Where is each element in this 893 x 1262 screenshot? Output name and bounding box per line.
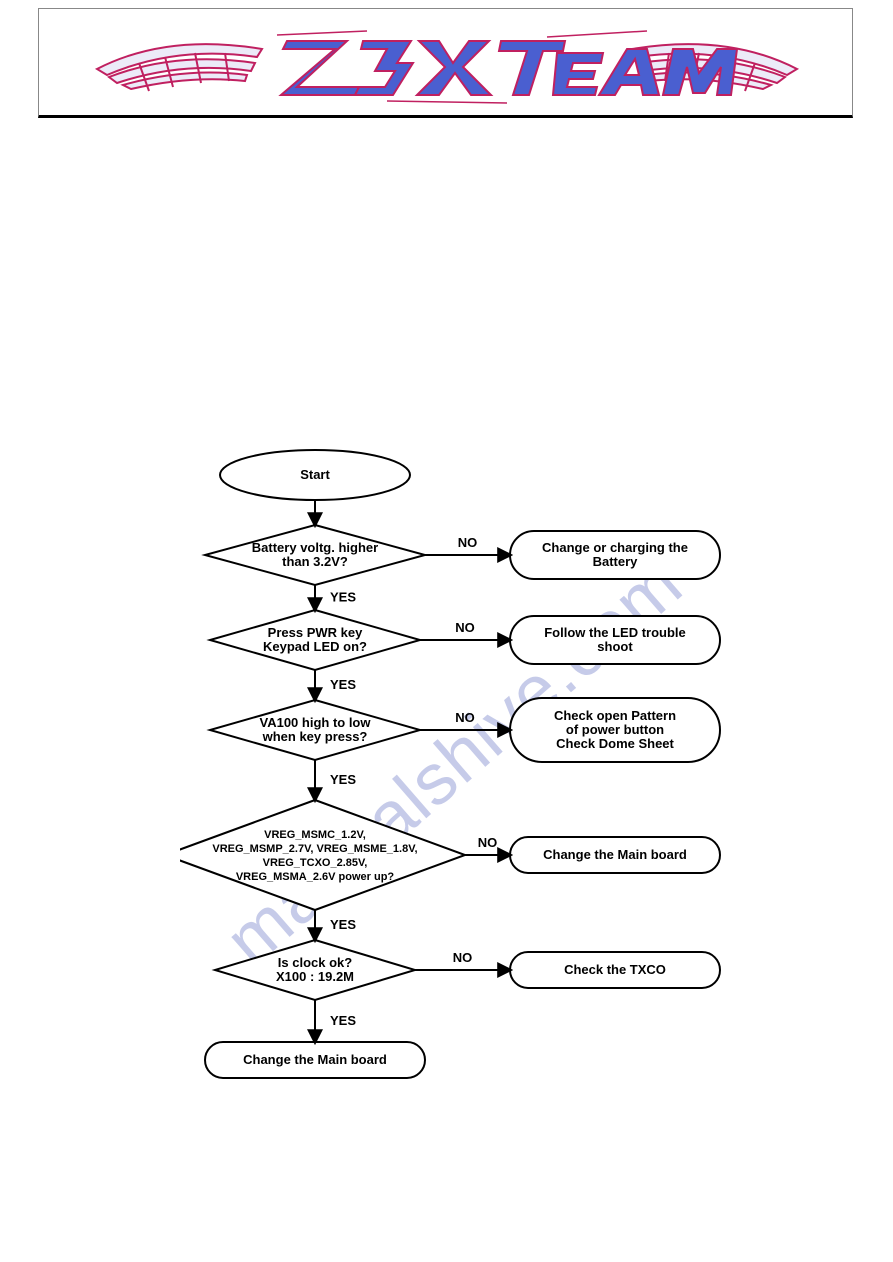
svg-text:NO: NO [453, 950, 473, 965]
svg-text:Press PWR key: Press PWR key [268, 625, 363, 640]
svg-text:when key press?: when key press? [262, 729, 368, 744]
svg-text:Check the TXCO: Check the TXCO [564, 962, 666, 977]
svg-text:Change or charging the: Change or charging the [542, 540, 688, 555]
svg-text:YES: YES [330, 772, 356, 787]
svg-text:Follow the LED trouble: Follow the LED trouble [544, 625, 686, 640]
svg-text:Keypad LED on?: Keypad LED on? [263, 639, 367, 654]
svg-text:VA100 high to low: VA100 high to low [260, 715, 372, 730]
svg-text:VREG_MSMA_2.6V power up?: VREG_MSMA_2.6V power up? [236, 871, 395, 883]
svg-text:VREG_TCXO_2.85V,: VREG_TCXO_2.85V, [263, 857, 368, 869]
svg-text:Check open Pattern: Check open Pattern [554, 708, 676, 723]
svg-text:Change the Main board: Change the Main board [243, 1052, 387, 1067]
svg-text:Start: Start [300, 467, 330, 482]
svg-text:NO: NO [455, 620, 475, 635]
svg-text:Is clock ok?: Is clock ok? [278, 955, 352, 970]
svg-text:VREG_MSMP_2.7V, VREG_MSME_1.8V: VREG_MSMP_2.7V, VREG_MSME_1.8V, [212, 843, 417, 855]
logo [87, 23, 807, 109]
svg-text:of power button: of power button [566, 722, 664, 737]
flowchart: Start Battery voltg. higherthan 3.2V? Chan… [180, 440, 760, 1120]
svg-text:VREG_MSMC_1.2V,: VREG_MSMC_1.2V, [264, 829, 366, 841]
svg-text:than 3.2V?: than 3.2V? [282, 554, 348, 569]
svg-text:Change the Main board: Change the Main board [543, 847, 687, 862]
svg-text:Battery: Battery [593, 554, 639, 569]
svg-text:Check Dome Sheet: Check Dome Sheet [556, 736, 674, 751]
svg-text:shoot: shoot [597, 639, 633, 654]
svg-text:YES: YES [330, 1013, 356, 1028]
svg-text:NO: NO [478, 835, 498, 850]
svg-text:YES: YES [330, 677, 356, 692]
svg-text:Battery voltg. higher: Battery voltg. higher [252, 540, 378, 555]
svg-text:YES: YES [330, 590, 356, 605]
svg-text:NO: NO [458, 535, 478, 550]
svg-text:YES: YES [330, 917, 356, 932]
header-box [38, 8, 853, 118]
svg-text:NO: NO [455, 710, 475, 725]
svg-text:X100 : 19.2M: X100 : 19.2M [276, 969, 354, 984]
